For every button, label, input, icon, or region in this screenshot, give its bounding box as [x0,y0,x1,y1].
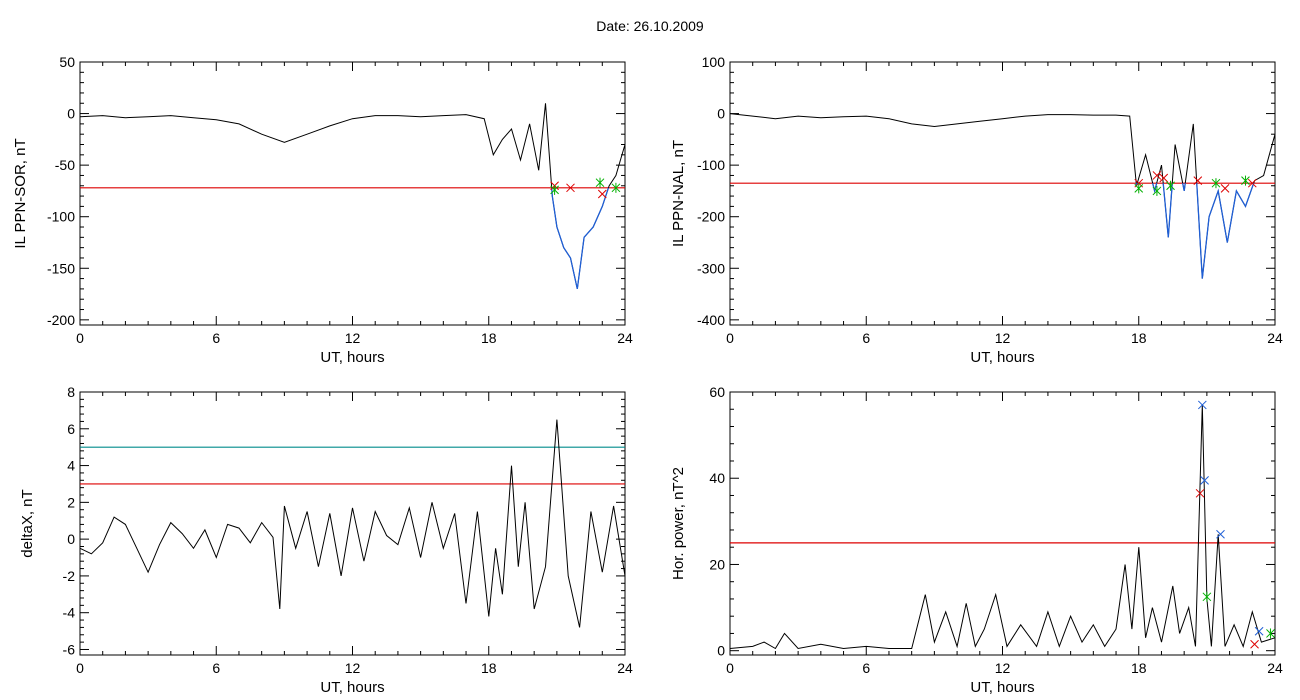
blue-marker [1254,626,1264,636]
y-tick-label: 0 [717,643,725,659]
green-marker [1202,591,1212,602]
x-tick-label: 18 [1131,660,1147,676]
x-tick-label: 12 [345,330,361,346]
plot-frame [79,61,626,326]
red-marker [1159,173,1169,183]
x-tick-label: 0 [76,660,84,676]
chart-panel-1: 0 6 12 18 24 50 0 -50 -100 -150 -200 UT, hours IL PP… [12,54,633,366]
page-title: Date: 26.10.2009 [596,18,704,34]
x-tick-label: 18 [481,660,497,676]
blue-marker [1216,529,1225,539]
x-tick-label: 6 [862,330,870,346]
x-tick-label: 12 [345,660,361,676]
red-marker [1152,171,1162,180]
y-tick-label: 0 [67,106,75,122]
y-tick-label: 6 [67,421,75,437]
x-tick-label: 18 [481,330,497,346]
y-tick-label: -200 [47,312,75,328]
plot-frame [729,391,1276,656]
series-line [79,103,626,290]
green-marker [1152,185,1162,196]
red-marker [1220,183,1230,193]
green-marker [1166,180,1175,191]
chart-panel-4: 0 6 12 18 24 60 40 20 0 UT, hours Hor. power, nT^2 [670,384,1283,696]
y-tick-label: 2 [67,494,75,510]
x-tick-label: 6 [212,660,220,676]
red-marker [1193,176,1203,185]
x-axis-label: UT, hours [970,349,1034,366]
y-tick-label: -150 [47,260,75,276]
green-marker [1266,628,1275,639]
y-tick-label: 100 [702,54,726,70]
green-marker [1134,183,1144,194]
y-tick-label: -300 [697,260,725,276]
series-line [729,404,1276,650]
red-marker [1247,178,1257,188]
y-tick-label: -400 [697,312,725,328]
green-marker [1241,175,1250,186]
y-tick-label: -100 [697,157,725,173]
y-tick-label: 40 [709,470,725,486]
y-tick-label: -200 [697,209,725,225]
y-tick-label: -50 [55,157,75,173]
green-marker [611,182,621,193]
red-marker [1195,488,1205,498]
y-tick-label: 4 [67,458,75,474]
y-tick-label: 60 [709,384,725,400]
y-axis-label: IL PPN-NAL, nT [670,140,687,247]
x-tick-label: 6 [212,330,220,346]
plot-frame [79,391,626,656]
red-marker [1250,639,1259,649]
x-tick-label: 0 [726,660,734,676]
green-marker [595,177,605,188]
green-marker [1211,178,1221,189]
y-tick-label: 8 [67,384,75,400]
y-tick-label: -6 [63,641,76,657]
y-axis-label: IL PPN-SOR, nT [12,138,29,248]
below-threshold-series [1135,183,1255,279]
plot-frame [729,61,1276,326]
x-tick-label: 24 [1267,330,1283,346]
x-tick-label: 12 [995,660,1011,676]
y-tick-label: 0 [717,106,725,122]
y-axis-label: deltaX, nT [19,489,36,557]
series-line [729,113,1276,279]
y-tick-label: -4 [63,605,76,621]
blue-marker [1197,400,1207,410]
x-tick-label: 24 [617,330,633,346]
y-axis-label: Hor. power, nT^2 [670,467,687,580]
x-tick-label: 18 [1131,330,1147,346]
x-tick-label: 24 [617,660,633,676]
x-tick-label: 0 [76,330,84,346]
red-marker [597,189,607,199]
red-marker [566,183,575,193]
x-axis-label: UT, hours [970,679,1034,696]
series-line [79,419,626,628]
x-tick-label: 12 [995,330,1011,346]
green-marker [550,184,559,195]
y-tick-label: -100 [47,209,75,225]
y-tick-label: 50 [59,54,75,70]
x-tick-label: 0 [726,330,734,346]
chart-panel-3: 0 6 12 18 24 8 6 4 2 0 -2 -4 -6 UT, hours deltaX, nT [19,384,633,696]
y-tick-label: 0 [67,531,75,547]
x-tick-label: 6 [862,660,870,676]
x-axis-label: UT, hours [320,679,384,696]
y-tick-label: -2 [63,568,76,584]
x-axis-label: UT, hours [320,349,384,366]
chart-panel-2: 0 6 12 18 24 100 0 -100 -200 -300 -400 UT, hours IL … [670,54,1283,366]
x-tick-label: 24 [1267,660,1283,676]
blue-marker [1200,476,1209,485]
below-threshold-series [551,187,610,290]
y-tick-label: 20 [709,556,725,572]
